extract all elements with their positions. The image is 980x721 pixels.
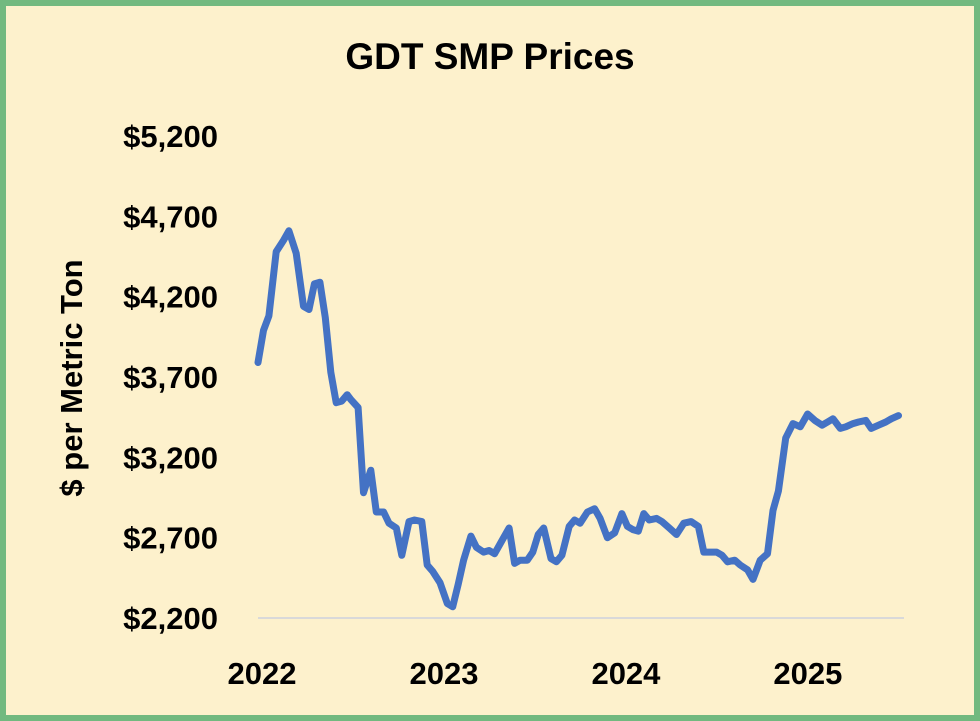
y-tick-label: $4,200 <box>123 280 218 315</box>
x-tick-label: 2023 <box>409 656 478 691</box>
y-tick-label: $2,700 <box>123 521 218 556</box>
y-tick-label: $3,200 <box>123 440 218 475</box>
x-tick-label: 2024 <box>591 656 661 691</box>
chart-title: GDT SMP Prices <box>345 36 635 77</box>
x-axis-ticks: 2022 2023 2024 2025 <box>228 656 843 691</box>
x-tick-label: 2025 <box>773 656 842 691</box>
y-axis-ticks: $2,200 $2,700 $3,200 $3,700 $4,200 $4,700 $5,2… <box>123 119 218 636</box>
y-tick-label: $3,700 <box>123 360 218 395</box>
y-tick-label: $5,200 <box>123 119 218 154</box>
y-tick-label: $2,200 <box>123 601 218 636</box>
x-tick-label: 2022 <box>228 656 297 691</box>
y-tick-label: $4,700 <box>123 199 218 234</box>
series-line-smp-price <box>254 227 902 611</box>
